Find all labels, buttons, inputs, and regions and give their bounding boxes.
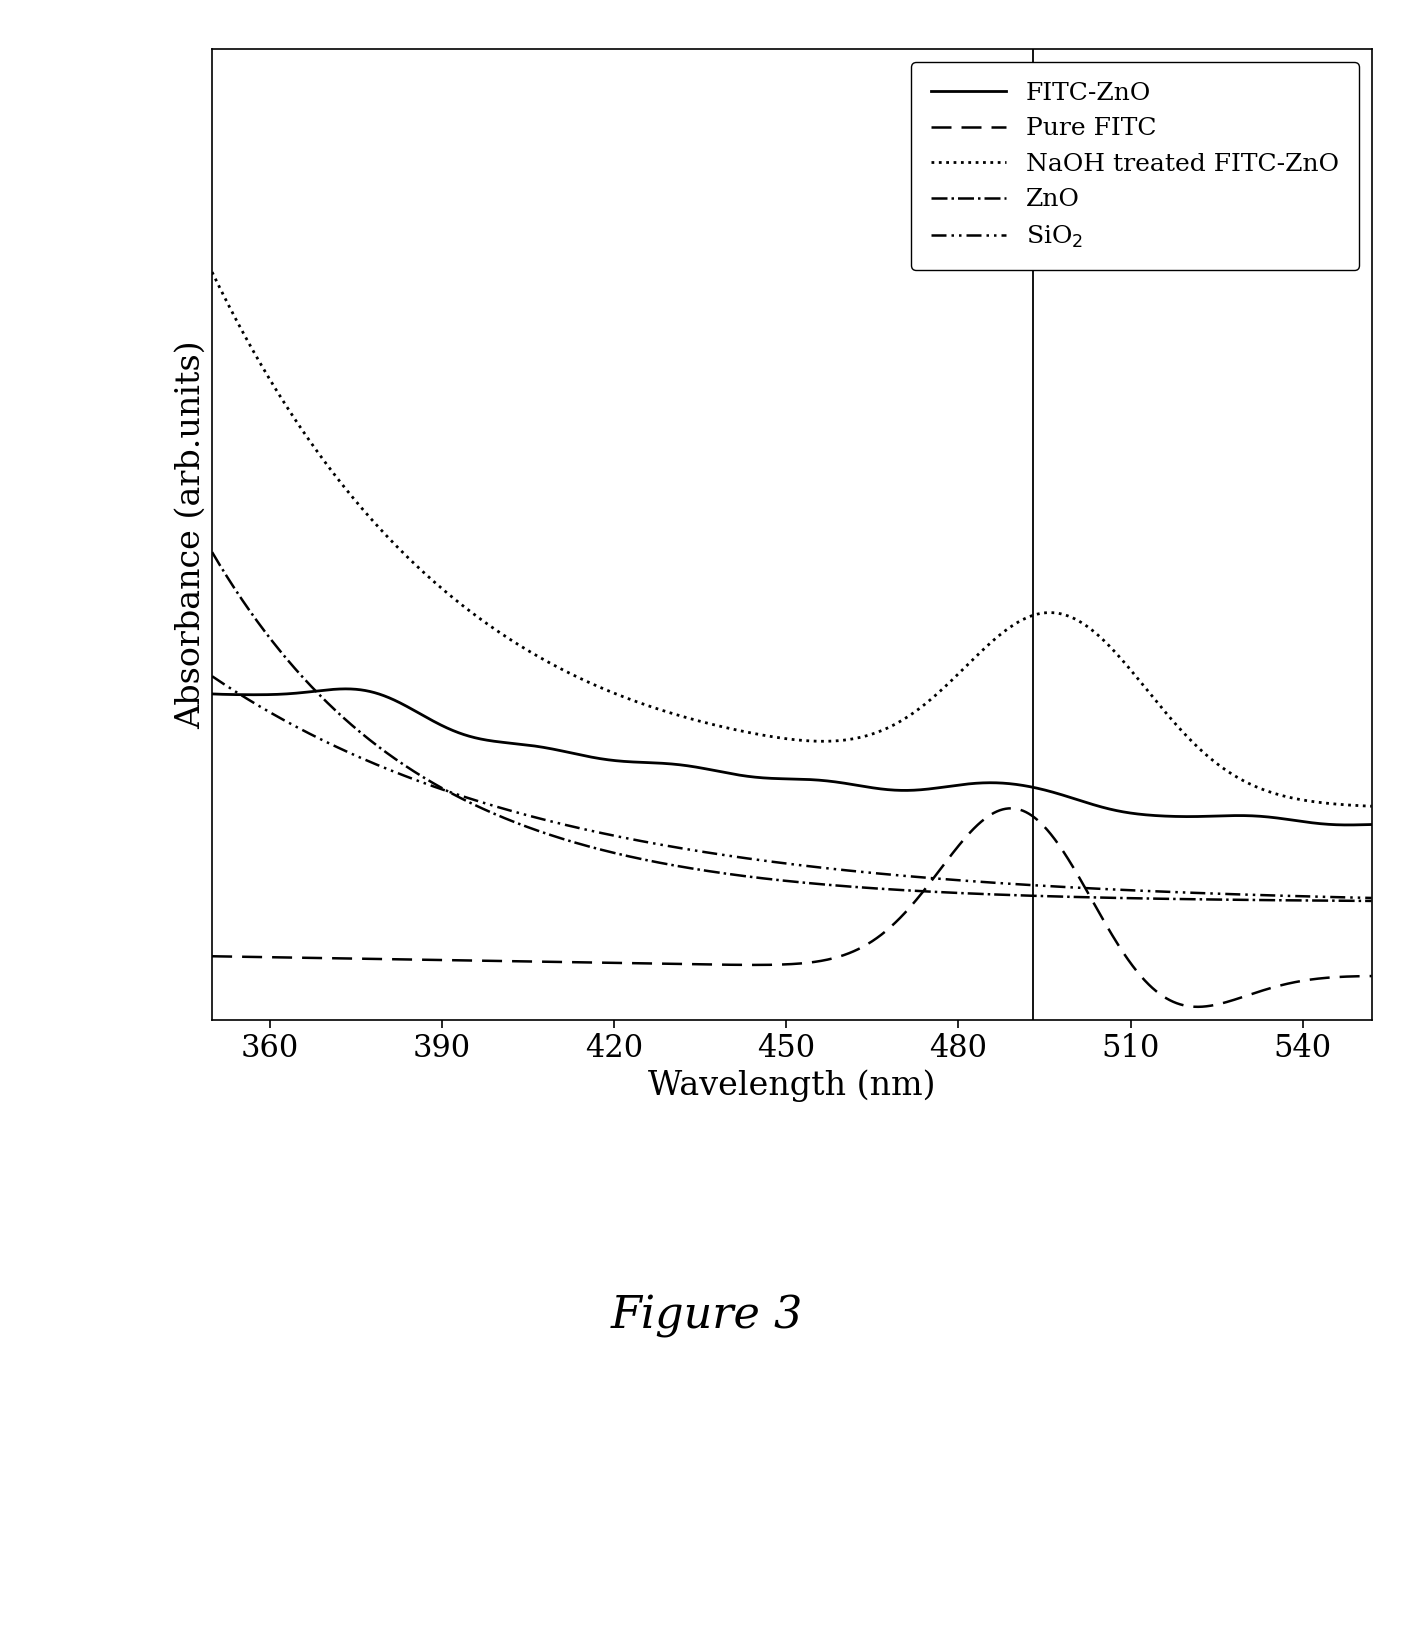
- ZnO: [737, 867, 754, 887]
- ZnO: [1363, 892, 1380, 911]
- Pure FITC: [1117, 946, 1134, 966]
- SiO$_2$: [1117, 880, 1134, 900]
- Pure FITC: [768, 954, 785, 974]
- SiO$_2$: [1329, 887, 1346, 906]
- FITC-ZnO: [768, 768, 785, 788]
- Pure FITC: [1331, 967, 1348, 987]
- SiO$_2$: [1363, 888, 1380, 908]
- NaOH treated FITC-ZnO: [1363, 796, 1380, 816]
- Pure FITC: [263, 948, 280, 967]
- ZnO: [768, 870, 785, 890]
- FITC-ZnO: [1363, 814, 1380, 834]
- Pure FITC: [1003, 798, 1019, 818]
- NaOH treated FITC-ZnO: [768, 727, 785, 747]
- Line: ZnO: ZnO: [212, 553, 1372, 901]
- ZnO: [1329, 892, 1346, 911]
- Pure FITC: [1189, 997, 1206, 1017]
- SiO$_2$: [263, 702, 280, 722]
- FITC-ZnO: [204, 684, 221, 704]
- FITC-ZnO: [737, 767, 754, 786]
- Pure FITC: [1331, 967, 1348, 987]
- ZnO: [204, 543, 221, 563]
- NaOH treated FITC-ZnO: [1117, 653, 1134, 673]
- Pure FITC: [1363, 966, 1380, 985]
- FITC-ZnO: [1331, 814, 1348, 834]
- NaOH treated FITC-ZnO: [263, 372, 280, 392]
- Pure FITC: [204, 946, 221, 966]
- FITC-ZnO: [338, 679, 355, 699]
- ZnO: [263, 630, 280, 650]
- Text: Figure 3: Figure 3: [611, 1295, 803, 1337]
- ZnO: [1117, 888, 1134, 908]
- Legend: FITC-ZnO, Pure FITC, NaOH treated FITC-ZnO, ZnO, SiO$_2$: FITC-ZnO, Pure FITC, NaOH treated FITC-Z…: [911, 63, 1359, 270]
- FITC-ZnO: [1117, 803, 1134, 822]
- NaOH treated FITC-ZnO: [1329, 795, 1346, 814]
- FITC-ZnO: [1329, 814, 1346, 834]
- Line: FITC-ZnO: FITC-ZnO: [212, 689, 1372, 824]
- NaOH treated FITC-ZnO: [737, 722, 754, 742]
- NaOH treated FITC-ZnO: [1329, 795, 1346, 814]
- SiO$_2$: [768, 852, 785, 872]
- Line: NaOH treated FITC-ZnO: NaOH treated FITC-ZnO: [212, 271, 1372, 806]
- Line: SiO$_2$: SiO$_2$: [212, 676, 1372, 898]
- SiO$_2$: [1329, 887, 1346, 906]
- X-axis label: Wavelength (nm): Wavelength (nm): [648, 1069, 936, 1102]
- Y-axis label: Absorbance (arb.units): Absorbance (arb.units): [174, 341, 206, 729]
- FITC-ZnO: [263, 684, 280, 704]
- FITC-ZnO: [1340, 814, 1357, 834]
- NaOH treated FITC-ZnO: [204, 262, 221, 281]
- Pure FITC: [737, 956, 754, 975]
- SiO$_2$: [737, 849, 754, 869]
- ZnO: [1329, 892, 1346, 911]
- Line: Pure FITC: Pure FITC: [212, 808, 1372, 1007]
- SiO$_2$: [204, 666, 221, 686]
